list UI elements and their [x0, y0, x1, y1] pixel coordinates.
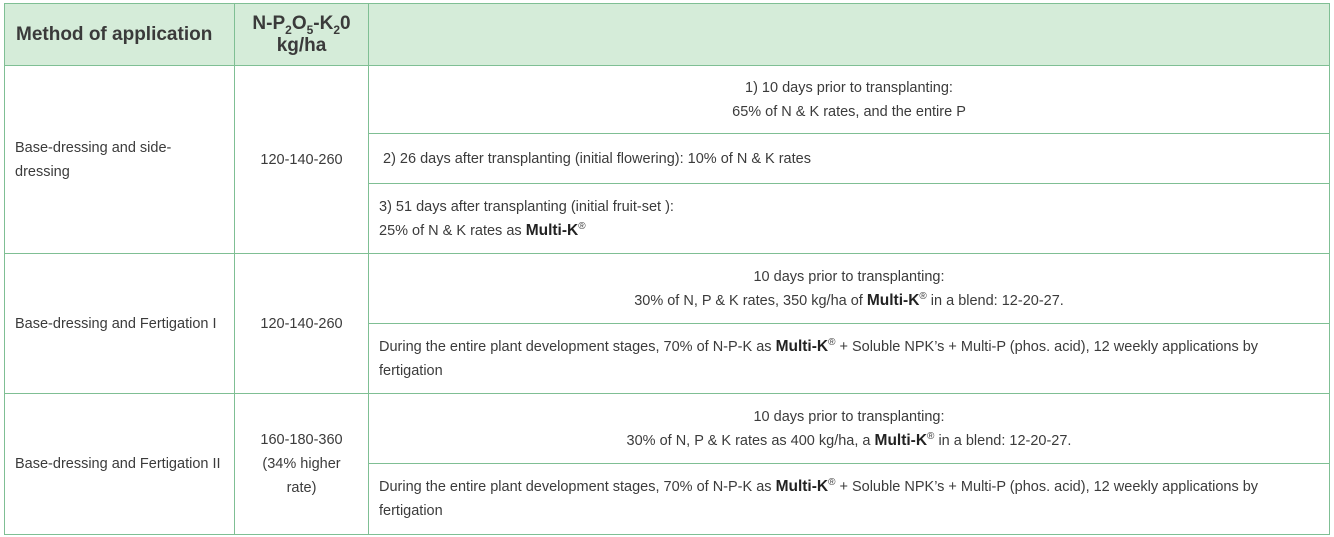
header-npk-formula: N-P2O5-K20 — [252, 12, 351, 37]
fertilizer-application-table: Method of application N-P2O5-K20 kg/ha B… — [4, 3, 1330, 535]
header-detail — [368, 3, 1330, 66]
header-row: Method of application N-P2O5-K20 kg/ha — [4, 3, 1330, 66]
table-row: 3) 51 days after transplanting (initial … — [5, 183, 1330, 254]
table-row: 2) 26 days after transplanting (initial … — [5, 133, 1330, 184]
step-cell: 2) 26 days after transplanting (initial … — [368, 133, 1330, 184]
header-unit: kg/ha — [276, 34, 327, 56]
method-cell: Base-dressing and side-dressing — [4, 65, 235, 254]
table-row: Base-dressing and Fertigation II 160-180… — [4, 393, 1330, 535]
method-cell: Base-dressing and Fertigation I — [4, 253, 235, 394]
table-row: Base-dressing and side-dressing 120-140-… — [4, 65, 1330, 254]
step-cell: During the entire plant development stag… — [368, 323, 1330, 394]
rate-cell: 160-180-360 (34% higher rate) — [234, 393, 369, 535]
brand-name: Multi-K — [866, 291, 920, 309]
header-npk-rate: N-P2O5-K20 kg/ha — [234, 3, 369, 66]
brand-name: Multi-K — [525, 221, 579, 239]
brand-name: Multi-K — [874, 431, 928, 449]
rate-cell: 120-140-260 — [234, 65, 369, 254]
brand-name: Multi-K — [775, 478, 829, 495]
step-cell: 10 days prior to transplanting: 30% of N… — [368, 253, 1330, 324]
step-cell: 1) 10 days prior to transplanting: 65% o… — [368, 65, 1330, 134]
table-row: Base-dressing and Fertigation I 120-140-… — [4, 253, 1330, 394]
header-method: Method of application — [4, 3, 235, 66]
brand-name: Multi-K — [775, 337, 829, 355]
table-row: During the entire plant development stag… — [5, 463, 1330, 535]
step-cell: 3) 51 days after transplanting (initial … — [368, 183, 1330, 254]
step-cell: During the entire plant development stag… — [368, 463, 1330, 535]
rate-cell: 120-140-260 — [234, 253, 369, 394]
method-cell: Base-dressing and Fertigation II — [4, 393, 235, 535]
step-cell: 10 days prior to transplanting: 30% of N… — [368, 393, 1330, 464]
